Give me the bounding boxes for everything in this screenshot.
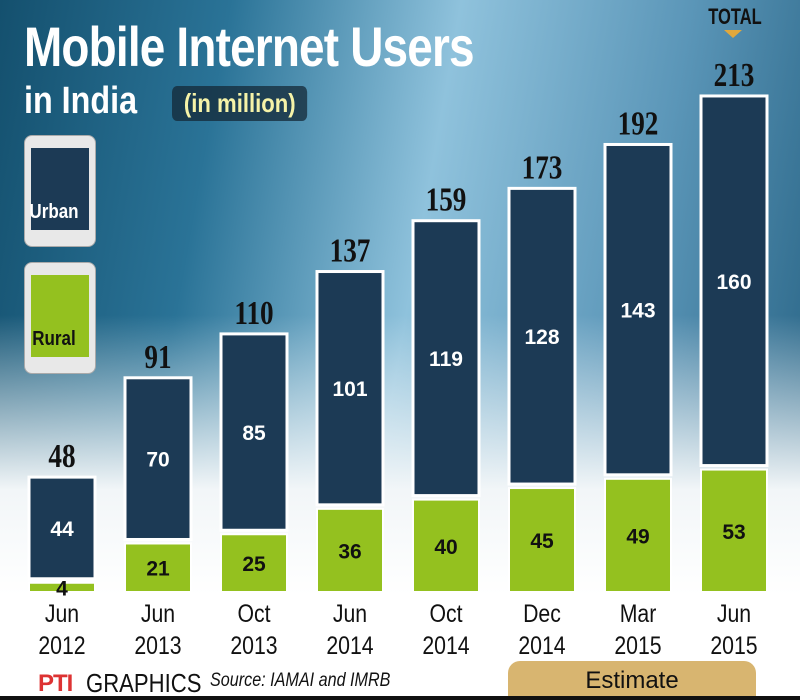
tablet-icon xyxy=(31,148,89,230)
rural-value-label: 53 xyxy=(722,521,745,544)
total-value-label: 48 xyxy=(48,437,75,475)
total-label: TOTAL xyxy=(708,4,762,29)
tablet-icon xyxy=(31,275,89,357)
rural-bar xyxy=(508,487,576,593)
rural-value-label: 45 xyxy=(530,530,554,553)
rural-bar xyxy=(220,533,288,593)
urban-bar xyxy=(123,376,193,541)
x-tick-label: 2013 xyxy=(230,631,277,659)
urban-value-label: 85 xyxy=(242,422,266,445)
urban-bar xyxy=(603,142,673,477)
rural-value-label: 21 xyxy=(146,558,170,581)
x-tick-label: Jun xyxy=(333,599,367,627)
legend-rural: Rural xyxy=(24,262,96,374)
urban-value-label: 143 xyxy=(620,300,655,323)
x-tick-label: 2013 xyxy=(134,631,181,659)
x-tick-label: Jun xyxy=(141,599,175,627)
rural-bar xyxy=(412,498,480,594)
total-value-label: 213 xyxy=(714,56,755,94)
total-value-label: 173 xyxy=(522,149,563,187)
rural-bar xyxy=(604,477,672,593)
urban-value-label: 119 xyxy=(429,348,463,371)
x-tick-label: Dec xyxy=(523,599,561,627)
urban-bar xyxy=(411,219,481,498)
total-value-label: 192 xyxy=(618,105,659,143)
x-tick-label: Jun xyxy=(717,599,751,627)
x-tick-label: 2015 xyxy=(710,631,757,659)
urban-value-label: 70 xyxy=(146,449,169,472)
rural-bar xyxy=(124,542,192,593)
unit-label: (in million) xyxy=(172,86,308,121)
rural-bar xyxy=(28,581,96,594)
graphics-label: GRAPHICS xyxy=(86,668,202,698)
legend-urban-label: Urban xyxy=(29,201,79,223)
total-value-label: 137 xyxy=(330,232,371,270)
chart-title: Mobile Internet Users xyxy=(24,15,475,78)
x-tick-label: 2012 xyxy=(38,631,85,659)
total-arrow-icon xyxy=(724,30,742,38)
urban-value-label: 160 xyxy=(716,271,751,294)
x-tick-label: 2014 xyxy=(518,631,565,659)
rural-value-label: 49 xyxy=(626,525,649,548)
x-tick-label: 2015 xyxy=(614,631,661,659)
rural-value-label: 40 xyxy=(434,536,457,559)
total-value-label: 91 xyxy=(144,338,171,376)
bottom-bar xyxy=(0,696,800,700)
source-label: Source: IAMAI and IMRB xyxy=(210,670,391,691)
x-tick-label: Oct xyxy=(429,599,463,627)
urban-bar xyxy=(699,94,769,468)
rural-bar xyxy=(700,468,768,594)
x-tick-label: 2014 xyxy=(422,631,469,659)
urban-value-label: 44 xyxy=(50,518,74,541)
urban-bar xyxy=(27,475,97,581)
x-tick-label: 2014 xyxy=(326,631,373,659)
x-tick-label: Jun xyxy=(45,599,79,627)
urban-value-label: 101 xyxy=(332,378,367,401)
urban-bar xyxy=(315,270,385,507)
rural-value-label: 36 xyxy=(338,540,361,563)
urban-value-label: 128 xyxy=(524,326,559,349)
urban-bar xyxy=(219,332,289,532)
pti-logo: PTI xyxy=(38,670,73,697)
total-value-label: 110 xyxy=(234,294,273,332)
rural-bar xyxy=(316,507,384,593)
urban-bar xyxy=(507,186,577,486)
total-value-label: 159 xyxy=(426,181,467,219)
chart-subtitle: in India xyxy=(24,80,138,122)
rural-value-label: 25 xyxy=(242,553,266,576)
legend-rural-label: Rural xyxy=(32,328,76,350)
rural-value-label: 4 xyxy=(56,577,68,600)
x-tick-label: Oct xyxy=(237,599,271,627)
estimate-band: Estimate xyxy=(508,661,756,700)
x-tick-label: Mar xyxy=(620,599,657,627)
legend-urban: Urban xyxy=(24,135,96,247)
